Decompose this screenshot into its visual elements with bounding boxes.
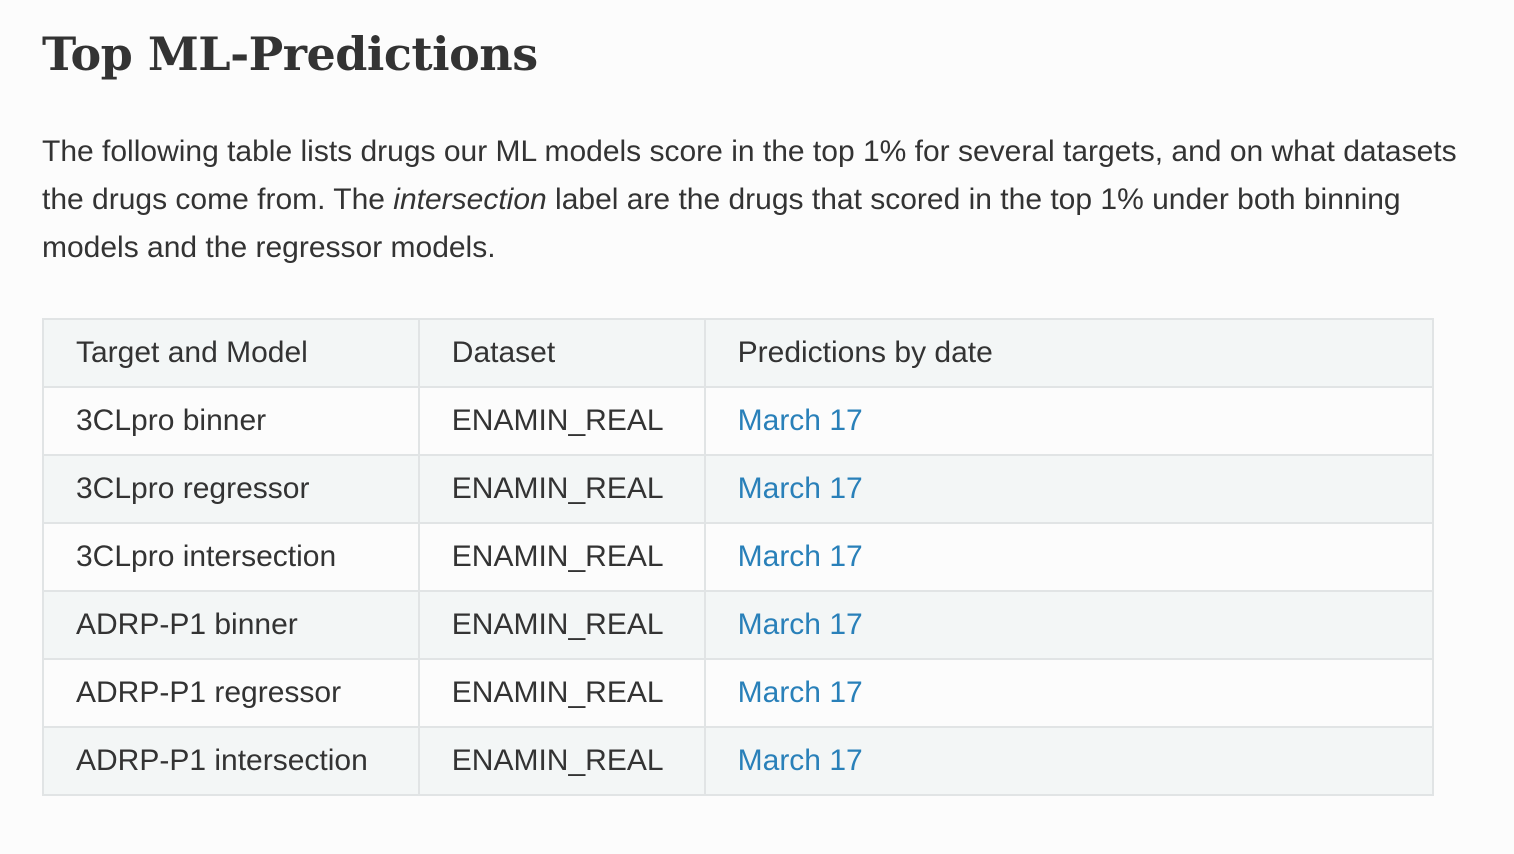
cell-date: March 17 [703,386,1435,456]
date-link[interactable]: March 17 [737,676,863,709]
header-predictions-by-date: Predictions by date [703,318,1435,388]
date-link[interactable]: March 17 [737,540,863,573]
cell-target-model: 3CLpro intersection [42,522,420,592]
table-header-row: Target and Model Dataset Predictions by … [42,318,1435,388]
cell-date: March 17 [703,522,1435,592]
cell-date: March 17 [703,590,1435,660]
page-title: Top ML-Predictions [42,27,538,81]
header-dataset: Dataset [417,318,706,388]
cell-target-model: ADRP-P1 intersection [42,726,420,796]
cell-date: March 17 [703,658,1435,728]
intro-emphasis: intersection [393,183,547,216]
date-link[interactable]: March 17 [737,472,863,505]
cell-dataset: ENAMIN_REAL [417,658,706,728]
table-row: 3CLpro binner ENAMIN_REAL March 17 [42,386,1435,456]
cell-target-model: ADRP-P1 binner [42,590,420,660]
cell-dataset: ENAMIN_REAL [417,386,706,456]
cell-dataset: ENAMIN_REAL [417,726,706,796]
date-link[interactable]: March 17 [737,744,863,777]
cell-target-model: 3CLpro regressor [42,454,420,524]
table-row: 3CLpro intersection ENAMIN_REAL March 17 [42,522,1435,592]
predictions-table: Target and Model Dataset Predictions by … [42,318,1435,796]
date-link[interactable]: March 17 [737,404,863,437]
table-row: ADRP-P1 intersection ENAMIN_REAL March 1… [42,726,1435,796]
table-row: ADRP-P1 regressor ENAMIN_REAL March 17 [42,658,1435,728]
cell-target-model: 3CLpro binner [42,386,420,456]
intro-text-part2: label are the drugs that scored in the t… [42,183,1401,264]
cell-dataset: ENAMIN_REAL [417,590,706,660]
intro-text-part1: The following table lists drugs our ML m… [42,135,1457,216]
date-link[interactable]: March 17 [737,608,863,641]
header-target-model: Target and Model [42,318,420,388]
cell-target-model: ADRP-P1 regressor [42,658,420,728]
table-row: 3CLpro regressor ENAMIN_REAL March 17 [42,454,1435,524]
cell-date: March 17 [703,726,1435,796]
cell-date: March 17 [703,454,1435,524]
intro-paragraph: The following table lists drugs our ML m… [42,128,1462,272]
cell-dataset: ENAMIN_REAL [417,454,706,524]
table-row: ADRP-P1 binner ENAMIN_REAL March 17 [42,590,1435,660]
cell-dataset: ENAMIN_REAL [417,522,706,592]
